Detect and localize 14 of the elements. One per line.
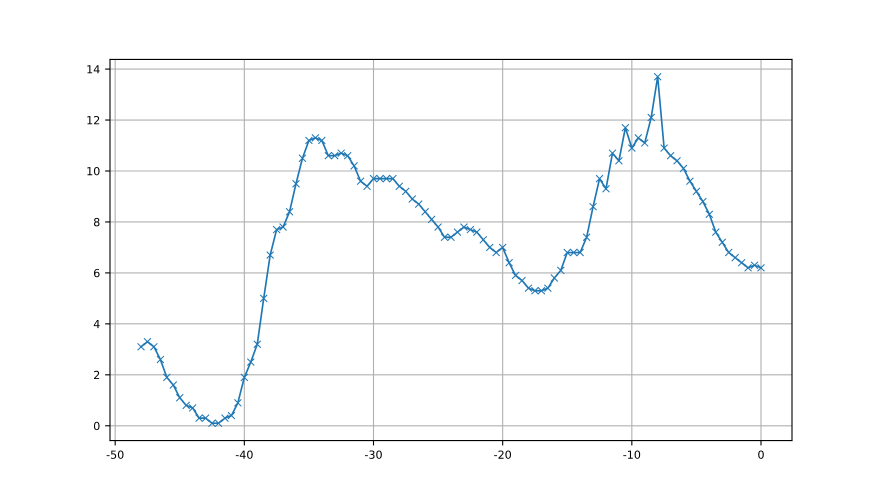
y-tick-label: 2	[94, 370, 100, 380]
y-tick-label: 0	[94, 422, 100, 430]
y-tick-label: 14	[87, 65, 100, 74]
x-tick-label: -20	[494, 450, 512, 459]
x-tick-label: 0	[758, 450, 764, 459]
x-tick-label: -10	[623, 450, 640, 459]
y-tick-label: 10	[87, 166, 100, 176]
y-tick-label: 4	[94, 320, 100, 328]
x-tick-label: -30	[364, 450, 382, 459]
x-tick-label: -40	[236, 450, 253, 459]
y-tick-label: 12	[87, 116, 100, 124]
x-tick-label: -50	[106, 450, 124, 459]
y-tick-label: 6	[94, 268, 100, 278]
y-tick-label: 8	[94, 218, 100, 226]
